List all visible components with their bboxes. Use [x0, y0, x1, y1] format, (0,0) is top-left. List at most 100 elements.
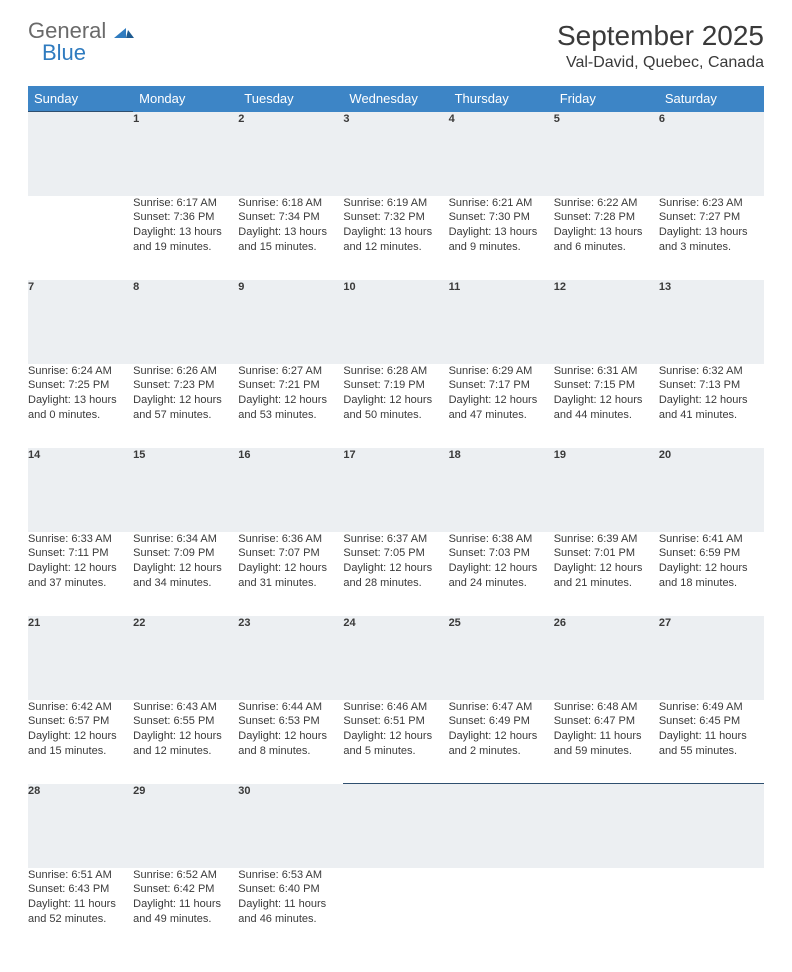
day-cell-line: Daylight: 12 hours	[449, 729, 554, 744]
day-number: 24	[343, 616, 448, 700]
day-cell: Sunrise: 6:53 AMSunset: 6:40 PMDaylight:…	[238, 868, 343, 952]
day-cell-line: and 5 minutes.	[343, 744, 448, 759]
day-cell-line: Sunrise: 6:46 AM	[343, 700, 448, 715]
day-cell-line: and 41 minutes.	[659, 408, 764, 423]
day-header: Sunday	[28, 86, 133, 112]
day-cell-line: Sunset: 7:15 PM	[554, 378, 659, 393]
day-cell-line: Sunset: 7:34 PM	[238, 210, 343, 225]
title-block: September 2025 Val-David, Quebec, Canada	[557, 20, 764, 72]
day-cell-line: Sunset: 6:42 PM	[133, 882, 238, 897]
day-cell: Sunrise: 6:32 AMSunset: 7:13 PMDaylight:…	[659, 364, 764, 448]
day-cell-line: Sunset: 7:07 PM	[238, 546, 343, 561]
day-cell-line: Sunrise: 6:39 AM	[554, 532, 659, 547]
day-cell-line: Sunrise: 6:29 AM	[449, 364, 554, 379]
day-cell-line: Sunset: 7:17 PM	[449, 378, 554, 393]
day-cell-line: Sunset: 7:13 PM	[659, 378, 764, 393]
logo-text: General Blue	[28, 20, 134, 64]
day-cell-line: Daylight: 12 hours	[449, 561, 554, 576]
day-cell-line: Sunrise: 6:32 AM	[659, 364, 764, 379]
day-number: 20	[659, 448, 764, 532]
day-cell-line: Sunrise: 6:49 AM	[659, 700, 764, 715]
day-number: 6	[659, 112, 764, 196]
day-cell: Sunrise: 6:38 AMSunset: 7:03 PMDaylight:…	[449, 532, 554, 616]
day-cell-line: and 12 minutes.	[343, 240, 448, 255]
day-cell-line: Sunset: 6:59 PM	[659, 546, 764, 561]
day-cell-line: Daylight: 12 hours	[28, 729, 133, 744]
day-cell-line: Daylight: 12 hours	[659, 561, 764, 576]
day-number: 9	[238, 280, 343, 364]
day-cell-line: Sunrise: 6:36 AM	[238, 532, 343, 547]
day-cell-line: Sunrise: 6:37 AM	[343, 532, 448, 547]
day-cell-line: Sunset: 6:49 PM	[449, 714, 554, 729]
day-cell	[554, 868, 659, 952]
day-cell	[28, 196, 133, 280]
day-cell-line: Daylight: 12 hours	[133, 393, 238, 408]
day-cell-line: and 57 minutes.	[133, 408, 238, 423]
day-header: Tuesday	[238, 86, 343, 112]
day-cell-line: and 15 minutes.	[238, 240, 343, 255]
day-cell-line: Sunrise: 6:21 AM	[449, 196, 554, 211]
day-cell-line: Daylight: 12 hours	[28, 561, 133, 576]
day-number: 4	[449, 112, 554, 196]
day-number: 16	[238, 448, 343, 532]
content-row: Sunrise: 6:17 AMSunset: 7:36 PMDaylight:…	[28, 196, 764, 280]
day-header: Monday	[133, 86, 238, 112]
day-cell-line: and 28 minutes.	[343, 576, 448, 591]
day-cell-line: Daylight: 12 hours	[133, 729, 238, 744]
day-cell: Sunrise: 6:51 AMSunset: 6:43 PMDaylight:…	[28, 868, 133, 952]
day-cell-line: and 37 minutes.	[28, 576, 133, 591]
day-cell-line: Sunrise: 6:51 AM	[28, 868, 133, 883]
day-cell-line: Sunrise: 6:24 AM	[28, 364, 133, 379]
day-cell-line: Daylight: 13 hours	[659, 225, 764, 240]
day-number	[343, 784, 448, 868]
day-number	[449, 784, 554, 868]
day-cell-line: Daylight: 13 hours	[238, 225, 343, 240]
day-number: 10	[343, 280, 448, 364]
day-cell	[449, 868, 554, 952]
day-number: 3	[343, 112, 448, 196]
day-cell-line: Sunset: 7:21 PM	[238, 378, 343, 393]
day-cell-line: and 3 minutes.	[659, 240, 764, 255]
content-row: Sunrise: 6:24 AMSunset: 7:25 PMDaylight:…	[28, 364, 764, 448]
day-cell: Sunrise: 6:31 AMSunset: 7:15 PMDaylight:…	[554, 364, 659, 448]
day-number: 28	[28, 784, 133, 868]
content-row: Sunrise: 6:33 AMSunset: 7:11 PMDaylight:…	[28, 532, 764, 616]
day-cell-line: and 49 minutes.	[133, 912, 238, 927]
day-header: Thursday	[449, 86, 554, 112]
day-number: 8	[133, 280, 238, 364]
day-number: 12	[554, 280, 659, 364]
daynum-row: 21222324252627	[28, 616, 764, 700]
day-cell-line: Sunrise: 6:19 AM	[343, 196, 448, 211]
day-cell-line: Daylight: 12 hours	[343, 561, 448, 576]
day-cell-line: Daylight: 12 hours	[343, 393, 448, 408]
day-cell-line: Sunrise: 6:28 AM	[343, 364, 448, 379]
day-cell-line: Sunset: 7:27 PM	[659, 210, 764, 225]
header: General Blue September 2025 Val-David, Q…	[28, 20, 764, 72]
day-number: 22	[133, 616, 238, 700]
day-number: 23	[238, 616, 343, 700]
day-number: 29	[133, 784, 238, 868]
day-cell: Sunrise: 6:23 AMSunset: 7:27 PMDaylight:…	[659, 196, 764, 280]
day-number: 17	[343, 448, 448, 532]
day-cell: Sunrise: 6:17 AMSunset: 7:36 PMDaylight:…	[133, 196, 238, 280]
content-row: Sunrise: 6:51 AMSunset: 6:43 PMDaylight:…	[28, 868, 764, 952]
day-cell-line: Sunrise: 6:48 AM	[554, 700, 659, 715]
day-cell-line: Sunset: 6:51 PM	[343, 714, 448, 729]
day-cell: Sunrise: 6:41 AMSunset: 6:59 PMDaylight:…	[659, 532, 764, 616]
day-cell: Sunrise: 6:48 AMSunset: 6:47 PMDaylight:…	[554, 700, 659, 784]
day-cell-line: Sunset: 7:09 PM	[133, 546, 238, 561]
day-cell-line: Daylight: 12 hours	[343, 729, 448, 744]
day-cell: Sunrise: 6:21 AMSunset: 7:30 PMDaylight:…	[449, 196, 554, 280]
day-cell-line: and 53 minutes.	[238, 408, 343, 423]
day-cell: Sunrise: 6:24 AMSunset: 7:25 PMDaylight:…	[28, 364, 133, 448]
day-cell: Sunrise: 6:39 AMSunset: 7:01 PMDaylight:…	[554, 532, 659, 616]
day-number: 2	[238, 112, 343, 196]
day-cell-line: Sunrise: 6:52 AM	[133, 868, 238, 883]
day-cell-line: Sunset: 6:47 PM	[554, 714, 659, 729]
day-cell-line: Sunrise: 6:17 AM	[133, 196, 238, 211]
day-cell: Sunrise: 6:44 AMSunset: 6:53 PMDaylight:…	[238, 700, 343, 784]
day-cell: Sunrise: 6:22 AMSunset: 7:28 PMDaylight:…	[554, 196, 659, 280]
content-row: Sunrise: 6:42 AMSunset: 6:57 PMDaylight:…	[28, 700, 764, 784]
logo-word-2: Blue	[42, 42, 134, 64]
day-cell-line: Sunrise: 6:53 AM	[238, 868, 343, 883]
